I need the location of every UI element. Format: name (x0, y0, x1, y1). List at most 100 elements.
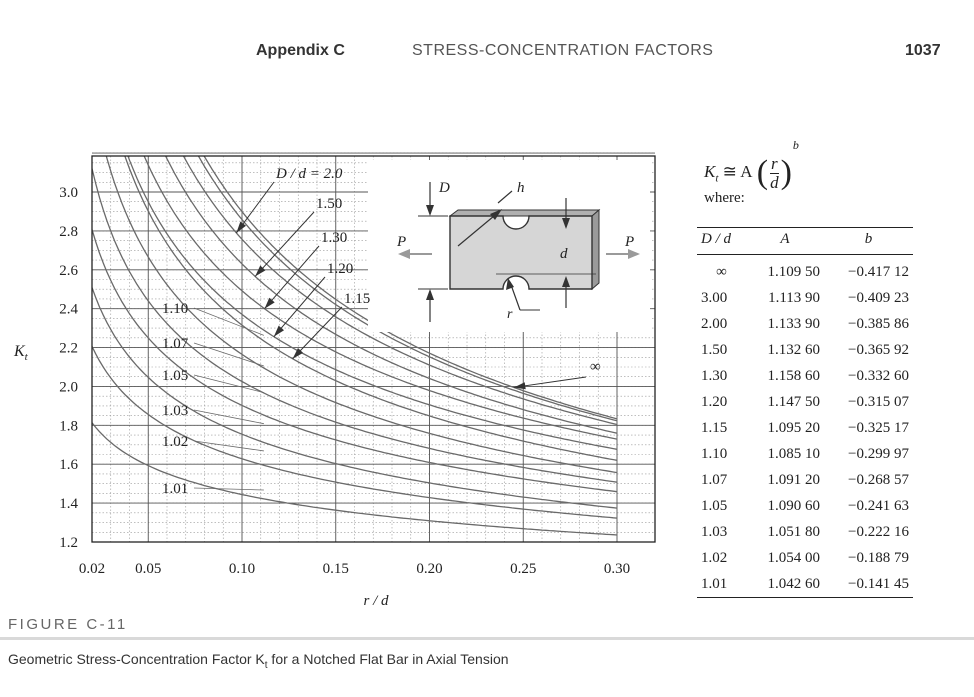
table-row: 1.07 1.091 20 −0.268 57 (697, 467, 913, 493)
row-coef-a: 1.051 80 (767, 523, 821, 540)
row-coef-a: 1.091 20 (767, 471, 821, 488)
leader-line (264, 245, 320, 310)
y-tick-label: 2.0 (59, 379, 78, 395)
y-tick-label: 3.0 (59, 185, 78, 201)
row-dd-ratio: 1.07 (701, 471, 728, 488)
caption-text: Geometric Stress-Concentration Factor K (8, 651, 265, 667)
x-tick-label: 0.20 (416, 561, 442, 577)
table-row: 1.05 1.090 60 −0.241 63 (697, 493, 913, 519)
row-coef-b: −0.409 23 (848, 289, 909, 306)
row-dd-ratio: 1.03 (701, 523, 728, 540)
bar-top-face (448, 209, 601, 217)
curve-label-1.01: 1.01 (162, 481, 188, 497)
label-connector (193, 342, 264, 367)
row-coef-b: −0.188 79 (848, 549, 909, 566)
axis-layer: 0.02 0.05 0.10 0.15 0.20 0.25 0.30 1.2 1.4 1.6 1.8… (13, 155, 656, 609)
table-header-row: D / d A b (697, 227, 913, 255)
table-row: 1.15 1.095 20 −0.325 17 (697, 415, 913, 441)
load-arrowhead (398, 249, 410, 259)
row-coef-b: −0.417 12 (848, 263, 909, 280)
paren-close: ) (780, 154, 792, 192)
paren-open: ( (756, 154, 769, 192)
label-connector (193, 409, 264, 425)
dimension-arrowhead (562, 276, 570, 287)
header-title: STRESS-CONCENTRATION FACTORS (412, 42, 714, 59)
curve-label-1.05: 1.05 (162, 368, 188, 384)
dimension-line (497, 190, 513, 204)
dimension-arrowhead (490, 209, 502, 220)
row-dd-ratio: ∞ (716, 263, 727, 280)
series-line-1.02 (92, 346, 617, 519)
dimension-arrowhead (426, 289, 434, 300)
curve-label-1.50: 1.50 (316, 196, 342, 212)
series-line-1.50 (164, 156, 617, 434)
curve-label-1.30: 1.30 (321, 230, 347, 246)
table-body: ∞ 1.109 50 −0.417 12 3.00 1.113 90 −0.409 23 2… (697, 255, 913, 598)
row-coef-a: 1.109 50 (767, 263, 821, 280)
caption-sub: t (264, 659, 268, 671)
leader-line (292, 306, 343, 360)
row-dd-ratio: 3.00 (701, 289, 728, 306)
leader-arrowhead (273, 325, 285, 337)
x-axis-label: r / d (363, 593, 389, 609)
equation-lhs-sub: t (715, 172, 719, 185)
series-line-1.15 (124, 156, 617, 461)
series-line-3.00 (197, 156, 617, 422)
column-header: b (824, 227, 913, 255)
table-row: 1.50 1.132 60 −0.365 92 (697, 337, 913, 363)
y-tick-label: 2.2 (59, 341, 78, 357)
y-tick-label: 2.8 (59, 224, 78, 240)
fraction-numerator: r (770, 153, 779, 174)
row-coef-b: −0.315 07 (848, 393, 909, 410)
load-label-left: P (396, 234, 406, 250)
dim-label-d: d (560, 246, 568, 262)
row-coef-a: 1.158 60 (767, 367, 821, 384)
series-line-1.10 (105, 156, 617, 474)
dimension-arrowhead (426, 205, 434, 216)
leader-arrowhead (513, 382, 526, 390)
column-header: D / d (697, 227, 746, 255)
bar-side-face (591, 208, 600, 291)
curve-label-1.10: 1.10 (162, 301, 188, 317)
curve-layer (92, 156, 617, 536)
notched-bar-inset: D h d r P P (368, 160, 650, 332)
y-axis-label: Kt (13, 343, 29, 363)
row-coef-a: 1.095 20 (767, 419, 821, 436)
figure-rule (0, 637, 974, 640)
row-dd-ratio: 2.00 (701, 315, 728, 332)
page-number: 1037 (905, 42, 941, 59)
table-row: 2.00 1.133 90 −0.385 86 (697, 311, 913, 337)
load-arrowhead (628, 249, 640, 259)
table-row: 1.02 1.054 00 −0.188 79 (697, 545, 913, 571)
figure-caption: Geometric Stress-Concentration Factor Kt… (8, 651, 509, 671)
fraction-denominator: d (770, 172, 779, 192)
table-row: ∞ 1.109 50 −0.417 12 (697, 255, 913, 286)
leader-arrowhead (292, 348, 304, 359)
equation-where: where: (704, 190, 745, 206)
y-tick-label: 2.6 (59, 263, 78, 279)
row-dd-ratio: 1.30 (701, 367, 728, 384)
row-coef-b: −0.365 92 (848, 341, 909, 358)
y-tick-label: 1.6 (59, 457, 78, 473)
label-connector (193, 307, 265, 336)
label-connector (193, 487, 264, 491)
curve-label-1.07: 1.07 (162, 336, 189, 352)
series-line-1.05 (92, 229, 617, 493)
leader-arrowhead (255, 265, 266, 277)
table-row: 1.30 1.158 60 −0.332 60 (697, 363, 913, 389)
equation-lhs: K (704, 162, 716, 181)
plot-frame (91, 155, 656, 543)
label-connector (193, 440, 264, 452)
row-coef-b: −0.222 16 (848, 523, 909, 540)
leader-line (273, 276, 326, 337)
y-tick-label: 1.2 (59, 535, 78, 551)
y-axis-label-sub: t (25, 351, 29, 363)
curve-label-2.0: D / d = 2.0 (275, 166, 343, 182)
leader-line (254, 211, 315, 277)
row-coef-a: 1.133 90 (767, 315, 821, 332)
row-coef-a: 1.090 60 (767, 497, 821, 514)
curve-label-1.03: 1.03 (162, 403, 188, 419)
x-tick-label: 0.10 (229, 561, 255, 577)
row-coef-b: −0.385 86 (848, 315, 909, 332)
